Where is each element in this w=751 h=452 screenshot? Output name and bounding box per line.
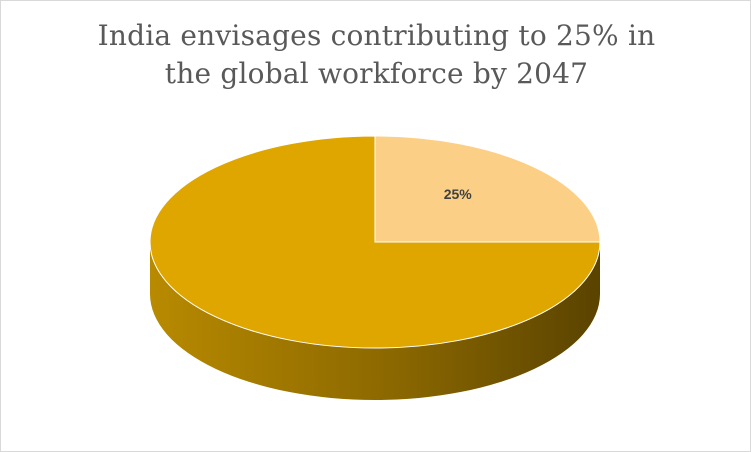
data-label-slice-1: 25% <box>444 186 473 202</box>
chart-title: India envisages contributing to 25% in t… <box>1 17 751 93</box>
pie-side-wall <box>150 242 600 400</box>
chart-title-line-2: the global workforce by 2047 <box>164 57 589 90</box>
pie-slice-2 <box>149 135 601 349</box>
chart-title-line-1: India envisages contributing to 25% in <box>97 19 656 52</box>
pie-slices: 25% <box>149 135 601 400</box>
pie-slice-1 <box>374 135 601 243</box>
